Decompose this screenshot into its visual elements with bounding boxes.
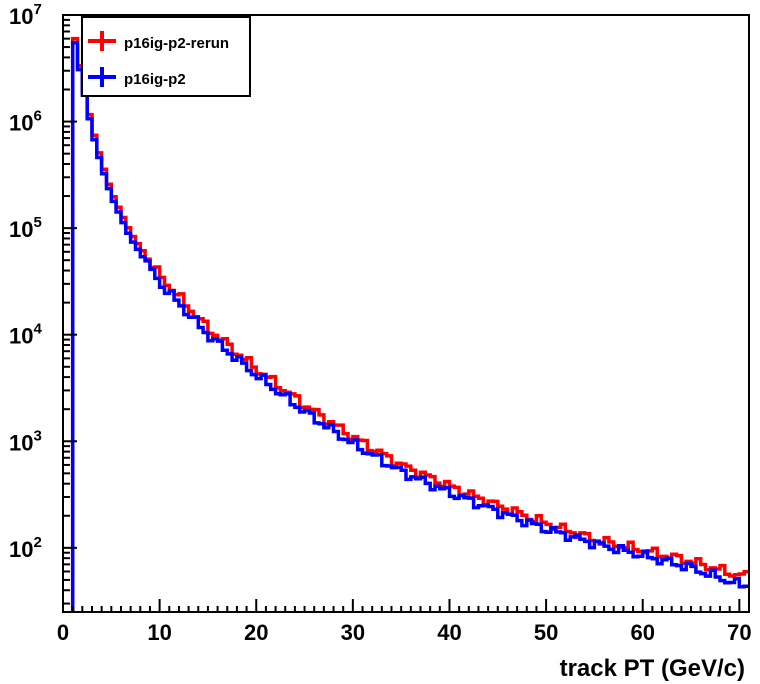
y-tick-exponent: 5 <box>33 214 41 231</box>
plot-frame <box>62 14 750 613</box>
y-tick-label: 105 <box>9 214 42 242</box>
legend-label-rerun: p16ig-p2-rerun <box>124 35 229 52</box>
series-layer <box>70 36 749 612</box>
x-tick-label: 40 <box>437 620 461 645</box>
x-tick-label: 60 <box>630 620 654 645</box>
y-tick-base: 10 <box>9 430 33 455</box>
y-tick-base: 10 <box>9 324 33 349</box>
x-tick-label: 50 <box>534 620 558 645</box>
legend-box <box>81 16 251 97</box>
legend: p16ig-p2-rerun p16ig-p2 <box>81 16 251 97</box>
y-tick-base: 10 <box>9 4 33 29</box>
y-tick-base: 10 <box>9 217 33 242</box>
x-tick-label: 20 <box>244 620 268 645</box>
y-tick-label: 103 <box>9 427 42 455</box>
y-tick-exponent: 7 <box>33 1 41 18</box>
y-tick-base: 10 <box>9 111 33 136</box>
legend-label-p2: p16ig-p2 <box>124 71 186 88</box>
x-tick-label: 30 <box>341 620 365 645</box>
x-axis-label: track PT (GeV/c) <box>560 655 745 682</box>
y-tick-exponent: 2 <box>33 534 41 551</box>
y-tick-label: 106 <box>9 108 42 136</box>
y-tick-exponent: 6 <box>33 108 41 125</box>
x-tick-label: 10 <box>147 620 171 645</box>
series-line-p2 <box>70 40 749 612</box>
y-tick-label: 102 <box>9 534 42 562</box>
x-tick-label: 0 <box>57 620 69 645</box>
y-tick-exponent: 3 <box>33 427 41 444</box>
x-tick-label: 70 <box>727 620 751 645</box>
y-tick-label: 104 <box>9 321 42 349</box>
y-tick-label: 107 <box>9 1 42 29</box>
y-tick-base: 10 <box>9 537 33 562</box>
y-tick-exponent: 4 <box>33 321 42 338</box>
series-line-rerun <box>70 36 749 612</box>
